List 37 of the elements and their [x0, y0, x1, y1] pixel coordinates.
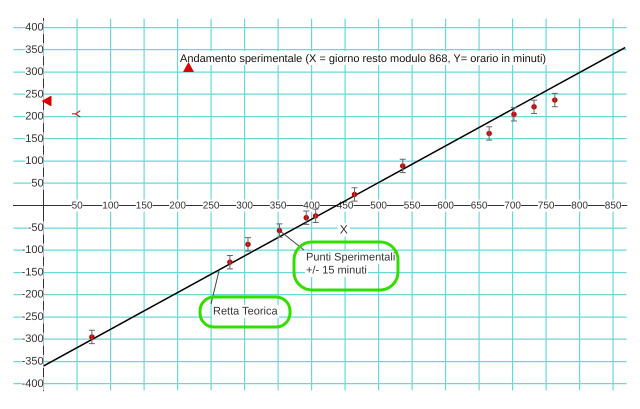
- x-tick-label: 600: [437, 200, 454, 212]
- x-tick-label: 550: [404, 200, 421, 212]
- y-tick-label: 250: [25, 88, 44, 100]
- y-tick-label: -100: [22, 244, 44, 256]
- y-tick-label: 350: [25, 44, 44, 56]
- annotation: Punti Sperimentali +/- 15 minuti: [306, 252, 396, 277]
- x-axis-title: X: [340, 222, 348, 237]
- y-tick-label: 300: [25, 66, 44, 78]
- x-tick-label: 400: [303, 200, 320, 212]
- x-tick-label: 650: [470, 200, 488, 212]
- x-tick-label: 750: [538, 200, 555, 212]
- text: Andamento sperimentale (X = giorno resto modulo 868, Y= orario in minuti): [180, 53, 546, 65]
- y-tick-label: 50: [31, 177, 44, 190]
- y-tick-label: -200: [22, 288, 44, 301]
- y-tick-label: -50: [28, 222, 44, 234]
- y-tick-label: -150: [22, 266, 44, 278]
- x-tick-label: 500: [370, 200, 388, 212]
- x-tick-label: 250: [202, 200, 220, 212]
- y-tick-label: -300: [22, 333, 44, 346]
- y-tick-label: 200: [25, 110, 44, 123]
- y-tick-label: 100: [25, 155, 44, 168]
- x-tick-label: 150: [136, 200, 153, 212]
- y-tick-label: -250: [22, 310, 44, 323]
- x-tick-label: 200: [169, 200, 186, 212]
- y-tick-label: 150: [25, 132, 44, 145]
- y-tick-label: 400: [25, 22, 44, 34]
- annotation: Retta Teorica: [213, 306, 278, 318]
- y-axis-title: Y: [68, 110, 83, 118]
- x-tick-label: 300: [236, 200, 254, 212]
- y-tick-label: -400: [22, 378, 44, 390]
- x-tick-label: 800: [571, 200, 588, 212]
- y-tick-label: -350: [22, 355, 44, 368]
- x-tick-label: 350: [270, 200, 287, 212]
- x-tick-label: 100: [102, 200, 120, 212]
- x-tick-label: 850: [604, 200, 622, 212]
- x-tick-label: 700: [504, 200, 522, 212]
- x-tick-label: 50: [72, 200, 84, 212]
